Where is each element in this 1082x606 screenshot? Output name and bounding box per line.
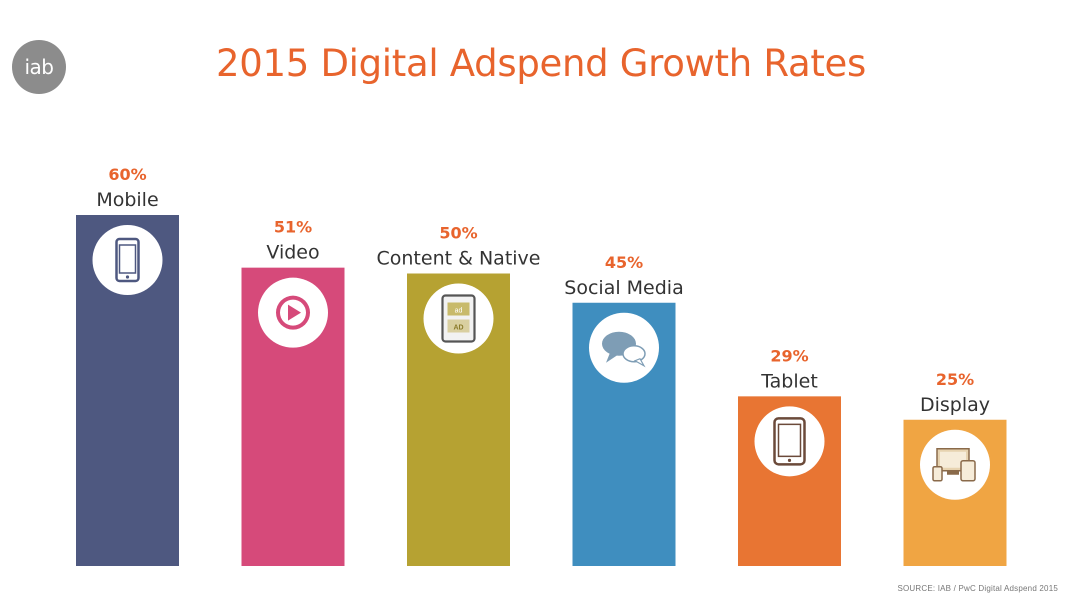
- value-label: 60%: [108, 165, 146, 184]
- iab-logo: iab: [12, 40, 66, 94]
- value-label: 51%: [274, 218, 312, 237]
- category-label: Display: [920, 394, 990, 416]
- category-label: Content & Native: [377, 248, 541, 270]
- category-label: Tablet: [760, 370, 818, 392]
- value-label: 25%: [936, 370, 974, 389]
- value-label: 50%: [439, 224, 477, 243]
- native-ad-icon: ad AD: [423, 283, 494, 354]
- play-video-icon: [258, 277, 328, 348]
- multi-device-icon: [920, 429, 990, 500]
- chart-title: 2015 Digital Adspend Growth Rates: [216, 42, 866, 85]
- tablet-icon: [754, 406, 825, 477]
- category-label: Social Media: [564, 277, 683, 299]
- svg-text:AD: AD: [453, 325, 463, 332]
- value-label: 45%: [605, 253, 643, 272]
- mobile-phone-icon: [92, 225, 163, 295]
- value-label: 29%: [770, 346, 808, 365]
- category-label: Mobile: [96, 189, 158, 211]
- source-note: SOURCE: IAB / PwC Digital Adspend 2015: [897, 584, 1058, 593]
- svg-text:ad: ad: [455, 308, 463, 315]
- category-label: Video: [266, 242, 319, 264]
- chat-bubbles-icon: [589, 312, 659, 383]
